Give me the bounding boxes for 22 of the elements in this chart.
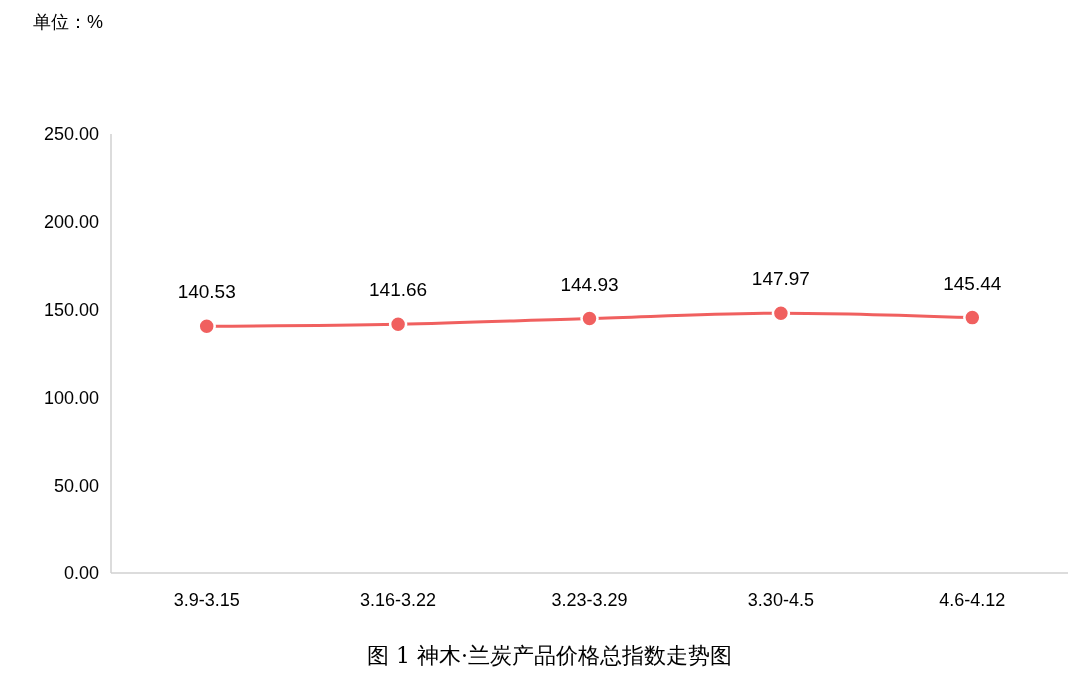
data-label: 147.97 [751,268,810,290]
point [580,309,599,328]
y-tick-label: 0.00 [63,563,99,584]
data-label: 144.93 [560,273,619,295]
y-tick-label: 150.00 [43,299,99,320]
x-tick-label: 3.16-3.22 [360,590,437,610]
x-tick-label: 3.9-3.15 [173,590,240,610]
x-tick-label: 3.23-3.29 [551,590,628,610]
text: 图 1 神木·兰炭产品价格总指数走势图 [367,643,732,668]
text: 单位：% [33,12,104,32]
y-tick-label: 100.00 [43,387,99,408]
data-label: 140.53 [177,281,236,303]
y-tick-label: 200.00 [43,212,99,233]
point [388,315,408,334]
point [197,316,216,336]
x-tick-label: 4.6-4.12 [939,590,1006,610]
point [771,303,791,323]
y-tick-label: 50.00 [53,475,99,496]
data-label: 141.66 [369,279,428,301]
data-label: 145.44 [943,272,1002,294]
x-tick-label: 3.30-4.5 [747,590,814,610]
y-tick-label: 250.00 [43,124,99,145]
